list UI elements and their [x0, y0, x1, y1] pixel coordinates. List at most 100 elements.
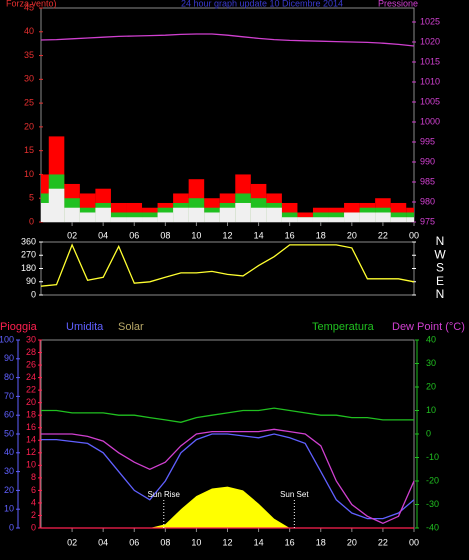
- y-tick-label: 30: [24, 74, 34, 84]
- x-tick-label: 04: [98, 230, 108, 240]
- bar: [110, 217, 127, 222]
- x-tick-label: 00: [409, 537, 419, 547]
- x-tick-label: 16: [285, 230, 295, 240]
- y-tick-label: 5: [29, 193, 34, 203]
- annotation: Sun Rise: [148, 490, 181, 499]
- y-tick-label: 25: [24, 97, 34, 107]
- bar: [266, 207, 282, 222]
- bar: [95, 207, 111, 222]
- y3-tick-label: 24: [26, 372, 36, 382]
- bar: [219, 207, 236, 222]
- y3-tick-label: 26: [26, 359, 36, 369]
- line: [40, 33, 415, 47]
- bar: [126, 217, 143, 222]
- y3-tick-label: 30: [26, 334, 36, 344]
- y-tick-label: 0: [31, 289, 36, 299]
- line: [41, 433, 415, 520]
- y-tick-label: 180: [21, 263, 36, 273]
- x-tick-label: 18: [316, 230, 326, 240]
- bar: [328, 217, 345, 222]
- y-tick-label: 60: [4, 410, 14, 420]
- y3-tick-label: 22: [26, 385, 36, 395]
- bar: [250, 207, 267, 222]
- y3-tick-label: 10: [26, 460, 36, 470]
- legend-entry: Pioggia: [0, 321, 38, 333]
- y2-tick-label: 1015: [420, 56, 440, 66]
- y2-tick-label: 20: [426, 381, 436, 391]
- bar: [173, 207, 189, 222]
- bar: [375, 212, 391, 222]
- bar: [390, 217, 407, 222]
- y2-tick-label: 10: [426, 405, 436, 415]
- legend-entry: Dew Point (°C): [392, 321, 465, 333]
- y2-tick-label: 0: [426, 428, 431, 438]
- bar: [359, 212, 376, 222]
- y2-tick-label: 980: [420, 196, 435, 206]
- x-tick-label: 20: [347, 537, 357, 547]
- y-tick-label: 0: [29, 216, 34, 226]
- bar: [281, 217, 298, 222]
- bar: [79, 212, 96, 222]
- y2-tick-label: 1020: [420, 36, 440, 46]
- y3-tick-label: 4: [31, 497, 36, 507]
- bar: [204, 212, 220, 222]
- y2-tick-label: 985: [420, 176, 435, 186]
- y-tick-label: 35: [24, 50, 34, 60]
- bar: [157, 212, 174, 222]
- x-tick-label: 12: [222, 537, 232, 547]
- y-tick-label: 40: [4, 447, 14, 457]
- x-tick-label: 22: [378, 537, 388, 547]
- y3-tick-label: 0: [31, 522, 36, 532]
- bar: [64, 207, 80, 222]
- y-tick-label: 50: [4, 428, 14, 438]
- y3-tick-label: 12: [26, 447, 36, 457]
- y3-tick-label: 20: [26, 397, 36, 407]
- y2-tick-label: -30: [426, 499, 439, 509]
- y-tick-label: 20: [24, 121, 34, 131]
- y-tick-label: 270: [21, 250, 36, 260]
- legend-entry: Temperatura: [312, 321, 375, 333]
- y2-tick-label: N: [436, 234, 445, 248]
- y2-tick-label: N: [436, 287, 445, 301]
- y3-tick-label: 28: [26, 347, 36, 357]
- y2-tick-label: 40: [426, 334, 436, 344]
- y-tick-label: 10: [24, 169, 34, 179]
- bar: [406, 217, 414, 222]
- x-tick-label: 06: [129, 230, 139, 240]
- y2-tick-label: 1010: [420, 76, 440, 86]
- x-tick-label: 00: [409, 230, 419, 240]
- line: [40, 243, 415, 287]
- x-tick-label: 14: [254, 537, 264, 547]
- x-tick-label: 08: [160, 537, 170, 547]
- y-tick-label: 0: [9, 522, 14, 532]
- x-tick-label: 10: [191, 230, 201, 240]
- y-tick-label: 90: [26, 276, 36, 286]
- y2-tick-label: W: [434, 247, 446, 261]
- y2-tick-label: 995: [420, 136, 435, 146]
- y2-tick-label: -10: [426, 452, 439, 462]
- y2-tick-label: E: [436, 274, 444, 288]
- y3-tick-label: 16: [26, 422, 36, 432]
- y2-tick-label: 1000: [420, 116, 440, 126]
- y-tick-label: 45: [24, 2, 34, 12]
- y-tick-label: 100: [0, 334, 14, 344]
- y-tick-label: 10: [4, 504, 14, 514]
- y2-tick-label: 1025: [420, 16, 440, 26]
- bar: [188, 207, 205, 222]
- y-tick-label: 80: [4, 372, 14, 382]
- plot-frame: [40, 241, 415, 296]
- x-tick-label: 16: [285, 537, 295, 547]
- bar: [297, 217, 313, 222]
- bar: [312, 217, 329, 222]
- x-tick-label: 10: [191, 537, 201, 547]
- y-tick-label: 90: [4, 353, 14, 363]
- y2-tick-label: 975: [420, 216, 435, 226]
- y2-tick-label: 1005: [420, 96, 440, 106]
- legend-entry: Solar: [118, 321, 144, 333]
- x-tick-label: 06: [129, 537, 139, 547]
- y2-tick-label: -40: [426, 522, 439, 532]
- y2-tick-label: 30: [426, 358, 436, 368]
- y2-axis-label: Pressione: [378, 0, 418, 8]
